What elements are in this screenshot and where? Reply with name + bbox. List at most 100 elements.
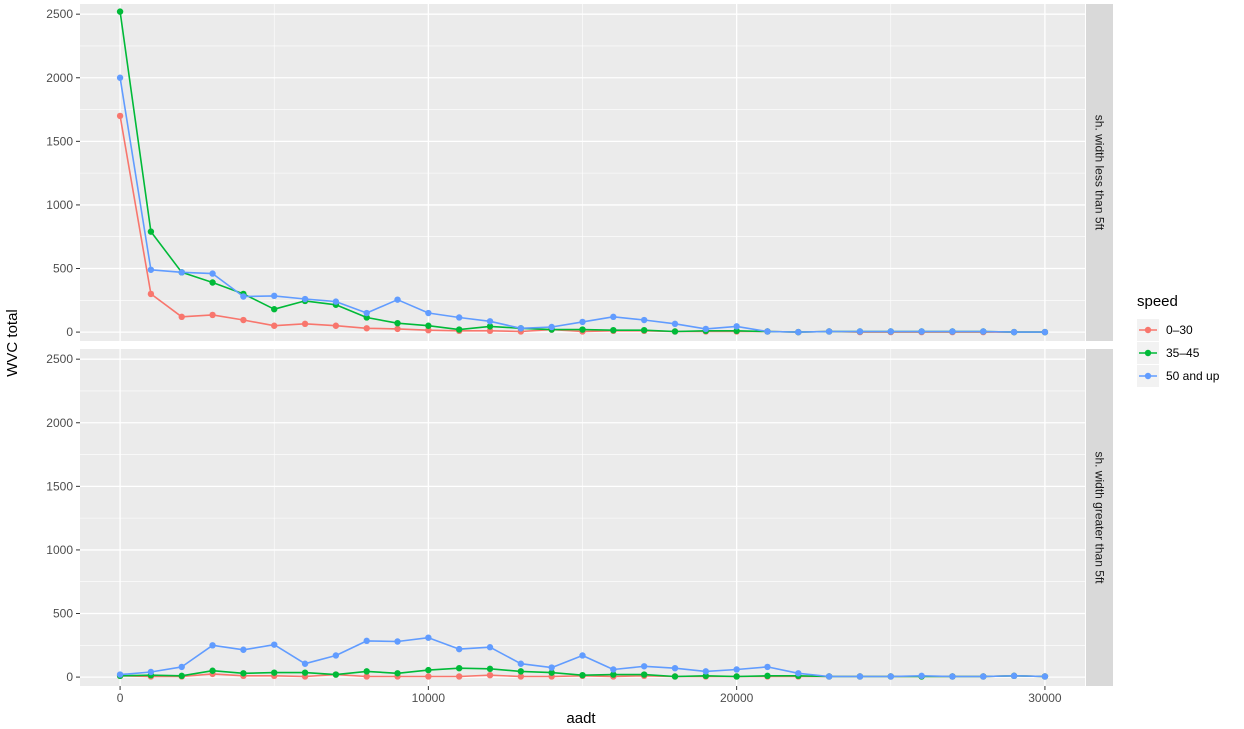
data-point-50-and-up — [887, 328, 894, 335]
data-point-0-30 — [301, 320, 309, 328]
data-point-50-and-up — [147, 266, 155, 273]
legend-key-point — [1144, 372, 1152, 380]
data-point-35-45 — [548, 669, 555, 676]
data-point-0-30 — [363, 673, 370, 680]
data-point-0-30 — [517, 673, 525, 680]
data-point-50-and-up — [702, 325, 710, 333]
data-point-35-45 — [116, 8, 124, 15]
data-point-50-and-up — [980, 328, 987, 335]
x-tick-label: 20000 — [720, 691, 754, 705]
data-point-50-and-up — [856, 673, 864, 680]
data-point-35-45 — [271, 306, 278, 313]
y-tick-label: 2000 — [46, 416, 73, 430]
x-tick-label: 0 — [117, 691, 124, 705]
panel-1: sh. width less than 5ft — [80, 4, 1113, 341]
data-point-50-and-up — [394, 296, 401, 303]
data-point-0-30 — [425, 673, 432, 680]
data-point-50-and-up — [486, 644, 494, 651]
data-point-35-45 — [733, 327, 740, 335]
data-point-50-and-up — [209, 270, 216, 277]
data-point-50-and-up — [517, 325, 525, 332]
data-point-35-45 — [271, 669, 278, 676]
data-point-35-45 — [579, 671, 586, 679]
data-point-50-and-up — [116, 671, 124, 678]
data-point-35-45 — [517, 668, 525, 675]
legend-key-point — [1144, 349, 1152, 357]
data-point-50-and-up — [764, 663, 771, 671]
data-point-35-45 — [209, 279, 216, 286]
y-tick-label: 2500 — [46, 352, 73, 366]
legend-title: speed — [1137, 293, 1178, 310]
data-point-50-and-up — [271, 292, 278, 300]
data-point-50-and-up — [764, 328, 771, 335]
data-point-0-30 — [178, 313, 185, 321]
data-point-50-and-up — [579, 318, 586, 326]
data-point-50-and-up — [856, 328, 864, 335]
data-point-0-30 — [116, 112, 124, 120]
data-point-35-45 — [455, 664, 463, 672]
legend: speed 0–30 35–45 50 and up — [1137, 293, 1220, 387]
data-point-50-and-up — [332, 298, 340, 305]
data-point-50-and-up — [640, 663, 648, 670]
data-point-35-45 — [394, 670, 401, 677]
y-axes: 0 500 1000 1500 2000 2500 0 500 1000 1500 2000 2500 — [46, 7, 80, 684]
y-tick-label: 1500 — [46, 134, 73, 148]
x-tick-label: 10000 — [412, 691, 446, 705]
data-point-35-45 — [394, 319, 401, 327]
legend-label: 50 and up — [1166, 369, 1220, 383]
data-point-0-30 — [332, 322, 340, 329]
data-point-50-and-up — [887, 673, 894, 680]
data-point-50-and-up — [671, 320, 679, 328]
data-point-50-and-up — [240, 293, 247, 300]
data-point-50-and-up — [1010, 672, 1018, 680]
data-point-50-and-up — [455, 645, 463, 653]
data-point-50-and-up — [795, 670, 802, 677]
legend-label: 0–30 — [1166, 323, 1193, 337]
data-point-50-and-up — [918, 328, 925, 335]
data-point-35-45 — [301, 669, 309, 676]
data-point-35-45 — [240, 670, 247, 677]
y-tick-label: 1500 — [46, 479, 73, 493]
legend-key-point — [1144, 326, 1152, 334]
y-tick-label: 1000 — [46, 198, 73, 212]
data-point-35-45 — [425, 666, 432, 674]
data-point-50-and-up — [486, 318, 494, 325]
data-point-35-45 — [425, 322, 432, 329]
y-tick-label: 2000 — [46, 71, 73, 85]
data-point-50-and-up — [240, 646, 247, 653]
data-point-0-30 — [486, 671, 494, 679]
facet-strip-label: sh. width less than 5ft — [1093, 115, 1107, 231]
data-point-35-45 — [610, 671, 617, 678]
data-point-50-and-up — [363, 309, 370, 317]
data-point-35-45 — [209, 667, 216, 674]
legend-item-35-45: 35–45 — [1137, 342, 1200, 364]
x-axis-title: aadt — [566, 710, 596, 727]
data-point-50-and-up — [980, 673, 987, 680]
data-point-50-and-up — [949, 328, 956, 335]
x-axis: 0 10000 20000 30000 — [117, 686, 1062, 705]
data-point-50-and-up — [1010, 328, 1018, 336]
data-point-50-and-up — [178, 269, 185, 276]
data-point-35-45 — [363, 314, 370, 321]
data-point-0-30 — [209, 311, 216, 319]
data-point-50-and-up — [301, 660, 309, 667]
data-point-50-and-up — [517, 660, 525, 667]
data-point-35-45 — [178, 672, 185, 680]
data-point-50-and-up — [178, 663, 185, 671]
y-tick-label: 500 — [53, 607, 73, 621]
facet-strip-label: sh. width greater than 5ft — [1093, 451, 1107, 584]
data-point-35-45 — [671, 328, 679, 335]
data-point-35-45 — [640, 326, 648, 334]
data-point-0-30 — [486, 327, 494, 335]
y-tick-label: 0 — [66, 325, 73, 339]
legend-item-50-and-up: 50 and up — [1137, 365, 1220, 387]
data-point-50-and-up — [548, 664, 555, 671]
data-point-35-45 — [764, 672, 771, 680]
data-point-0-30 — [455, 673, 463, 680]
data-point-0-30 — [147, 290, 155, 298]
data-point-35-45 — [733, 673, 740, 680]
data-point-35-45 — [486, 665, 494, 673]
data-point-50-and-up — [425, 634, 432, 641]
data-point-50-and-up — [425, 309, 432, 317]
data-point-50-and-up — [733, 323, 740, 330]
